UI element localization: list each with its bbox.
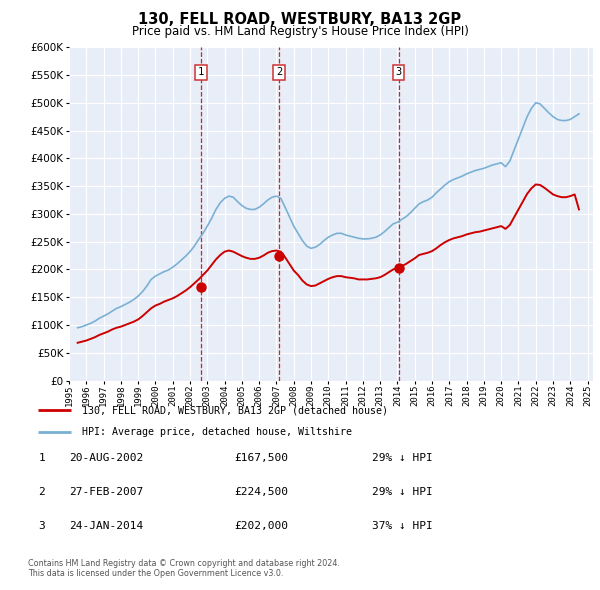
Text: 2: 2 <box>38 487 45 497</box>
Text: 1: 1 <box>198 67 204 77</box>
Text: HPI: Average price, detached house, Wiltshire: HPI: Average price, detached house, Wilt… <box>82 427 352 437</box>
Text: 3: 3 <box>395 67 402 77</box>
Text: Contains HM Land Registry data © Crown copyright and database right 2024.: Contains HM Land Registry data © Crown c… <box>28 559 340 568</box>
Text: This data is licensed under the Open Government Licence v3.0.: This data is licensed under the Open Gov… <box>28 569 284 578</box>
Text: £224,500: £224,500 <box>234 487 288 497</box>
Text: £202,000: £202,000 <box>234 522 288 531</box>
Text: 2: 2 <box>276 67 282 77</box>
Text: 29% ↓ HPI: 29% ↓ HPI <box>372 487 433 497</box>
Text: 29% ↓ HPI: 29% ↓ HPI <box>372 453 433 463</box>
Text: 3: 3 <box>38 522 45 531</box>
Text: Price paid vs. HM Land Registry's House Price Index (HPI): Price paid vs. HM Land Registry's House … <box>131 25 469 38</box>
Text: 20-AUG-2002: 20-AUG-2002 <box>69 453 143 463</box>
Text: 24-JAN-2014: 24-JAN-2014 <box>69 522 143 531</box>
Text: 27-FEB-2007: 27-FEB-2007 <box>69 487 143 497</box>
Text: 37% ↓ HPI: 37% ↓ HPI <box>372 522 433 531</box>
Text: 130, FELL ROAD, WESTBURY, BA13 2GP (detached house): 130, FELL ROAD, WESTBURY, BA13 2GP (deta… <box>82 405 388 415</box>
Text: £167,500: £167,500 <box>234 453 288 463</box>
Text: 130, FELL ROAD, WESTBURY, BA13 2GP: 130, FELL ROAD, WESTBURY, BA13 2GP <box>139 12 461 27</box>
Text: 1: 1 <box>38 453 45 463</box>
